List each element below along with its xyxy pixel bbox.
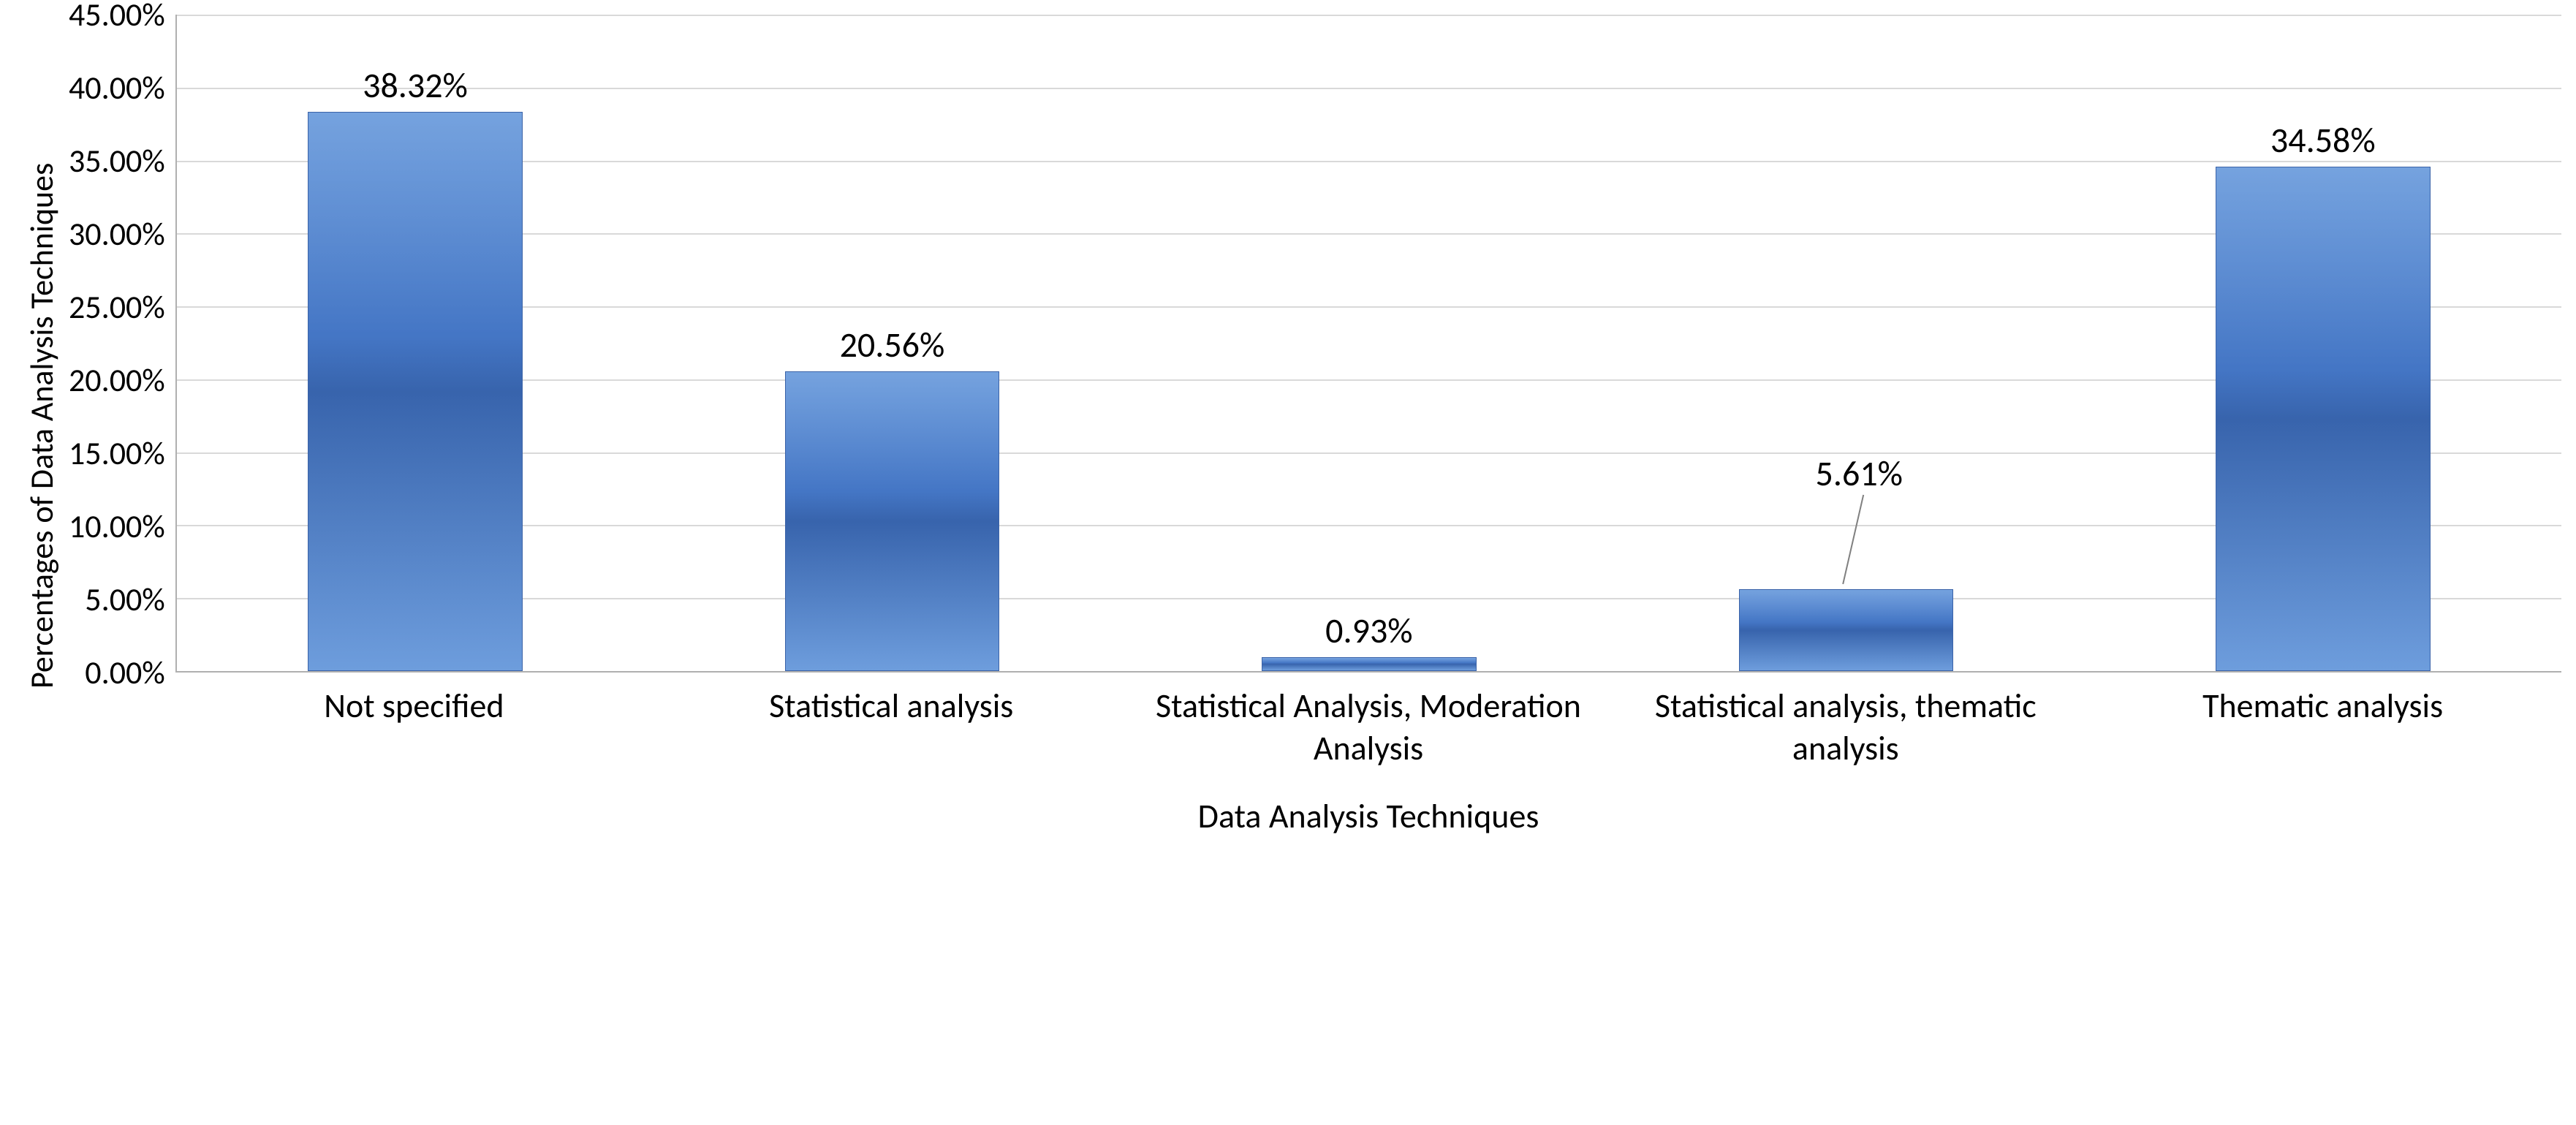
- bar-value-label: 5.61%: [1816, 452, 1903, 495]
- leader-line-icon: [1863, 495, 1865, 496]
- bar-value-label-wrap: 34.58%: [2270, 118, 2376, 162]
- x-ticks-spacer: [69, 686, 175, 770]
- bar-inner: [1740, 590, 1953, 670]
- y-axis-ticks: 45.00% 40.00% 35.00% 30.00% 25.00% 20.00…: [69, 15, 175, 673]
- bar-slot: 38.32%: [177, 15, 654, 671]
- bar-inner: [786, 372, 999, 670]
- bars: 38.32% 20.56%: [177, 15, 2561, 671]
- bar-value-label-wrap: 20.56%: [840, 323, 945, 366]
- bar: 5.61%: [1739, 589, 1954, 671]
- bar-value-label-wrap: 5.61%: [1816, 452, 1903, 495]
- bar-value-label: 38.32%: [363, 64, 468, 107]
- bar: 38.32%: [308, 112, 523, 671]
- chart-wrapper: Percentages of Data Analysis Techniques …: [15, 15, 2561, 837]
- x-axis-spacer: [69, 770, 175, 837]
- bar-slot: 20.56%: [654, 15, 1130, 671]
- bar-chart: Percentages of Data Analysis Techniques …: [15, 15, 2561, 837]
- x-axis-ticks: Not specified Statistical analysis Stati…: [69, 686, 2561, 770]
- x-tick-label: Not specified: [175, 686, 653, 770]
- x-tick-label: Statistical analysis, thematic analysis: [1607, 686, 2084, 770]
- y-axis-label: Percentages of Data Analysis Techniques: [15, 15, 69, 837]
- bar-inner: [2216, 167, 2430, 670]
- bar-slot: 34.58%: [2085, 15, 2561, 671]
- plot-area: 38.32% 20.56%: [175, 15, 2561, 673]
- bar-value-label: 0.93%: [1325, 609, 1412, 652]
- x-axis-row: Data Analysis Techniques: [69, 770, 2561, 837]
- x-tick-label: Statistical analysis: [653, 686, 1130, 770]
- x-tick-label: Statistical Analysis, Moderation Analysi…: [1130, 686, 1607, 770]
- x-tick-label: Thematic analysis: [2084, 686, 2561, 770]
- bar-inner: [308, 113, 522, 670]
- chart-main: 45.00% 40.00% 35.00% 30.00% 25.00% 20.00…: [69, 15, 2561, 837]
- bar-value-label-wrap: 38.32%: [363, 64, 468, 107]
- x-labels: Not specified Statistical analysis Stati…: [175, 686, 2561, 770]
- x-axis-label: Data Analysis Techniques: [175, 796, 2561, 837]
- bar-inner: [1262, 658, 1476, 670]
- bar-slot: 0.93%: [1131, 15, 1607, 671]
- bar-value-label: 20.56%: [840, 323, 945, 366]
- bar: 20.56%: [785, 371, 1000, 671]
- plot-row: 45.00% 40.00% 35.00% 30.00% 25.00% 20.00…: [69, 15, 2561, 673]
- bar-value-label-wrap: 0.93%: [1325, 609, 1412, 652]
- bar: 0.93%: [1262, 657, 1477, 671]
- bar-value-label: 34.58%: [2270, 118, 2376, 162]
- bar-slot: 5.61%: [1607, 15, 2084, 671]
- bar: 34.58%: [2216, 167, 2431, 671]
